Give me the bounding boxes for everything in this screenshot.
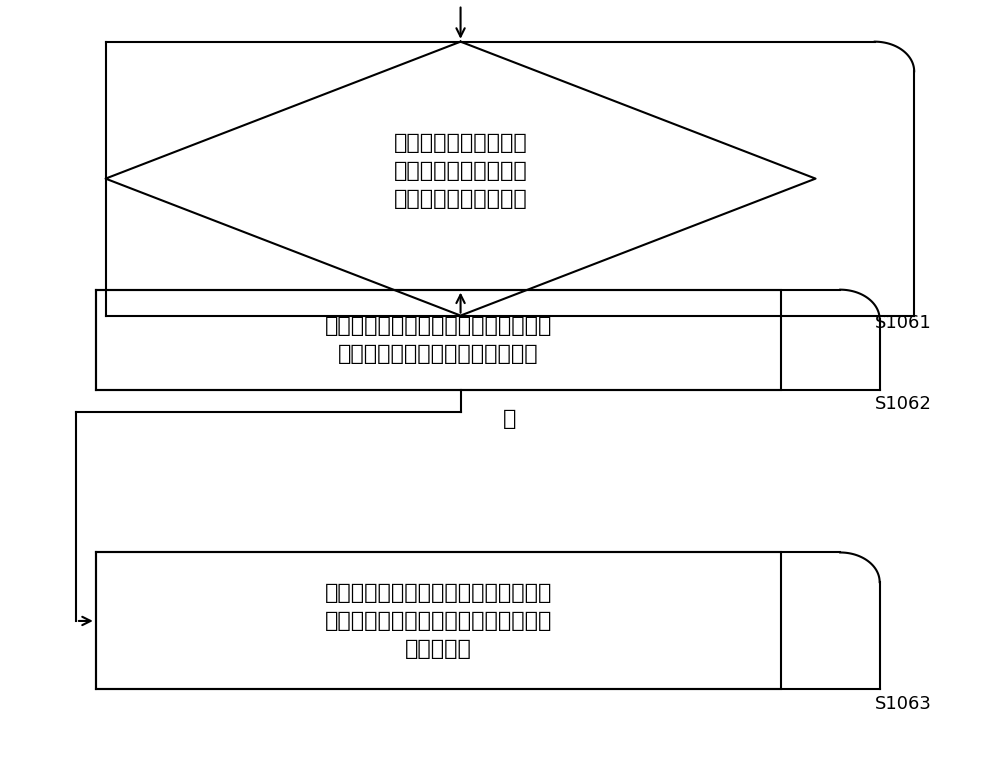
Bar [96, 552, 781, 690]
Text: S1062: S1062 [875, 395, 932, 414]
Text: S1061: S1061 [875, 314, 931, 332]
Text: 是: 是 [503, 409, 517, 430]
Text: S1063: S1063 [875, 695, 932, 713]
Text: 在所述压缩机的相电流降至预设定的压
缩机的低频极限电流时，控制所述压缩
机停止降频: 在所述压缩机的相电流降至预设定的压 缩机的低频极限电流时，控制所述压缩 机停止降… [325, 583, 552, 659]
Text: 在所述压缩机的频率降至预设定的需求
频率时，控制所述压缩机停止降频: 在所述压缩机的频率降至预设定的需求 频率时，控制所述压缩机停止降频 [325, 316, 552, 364]
Text: 判断预设定的需求频率
是否大于预设定的变频
压缩机的低频极限频率: 判断预设定的需求频率 是否大于预设定的变频 压缩机的低频极限频率 [394, 134, 527, 209]
Bar [96, 290, 781, 390]
